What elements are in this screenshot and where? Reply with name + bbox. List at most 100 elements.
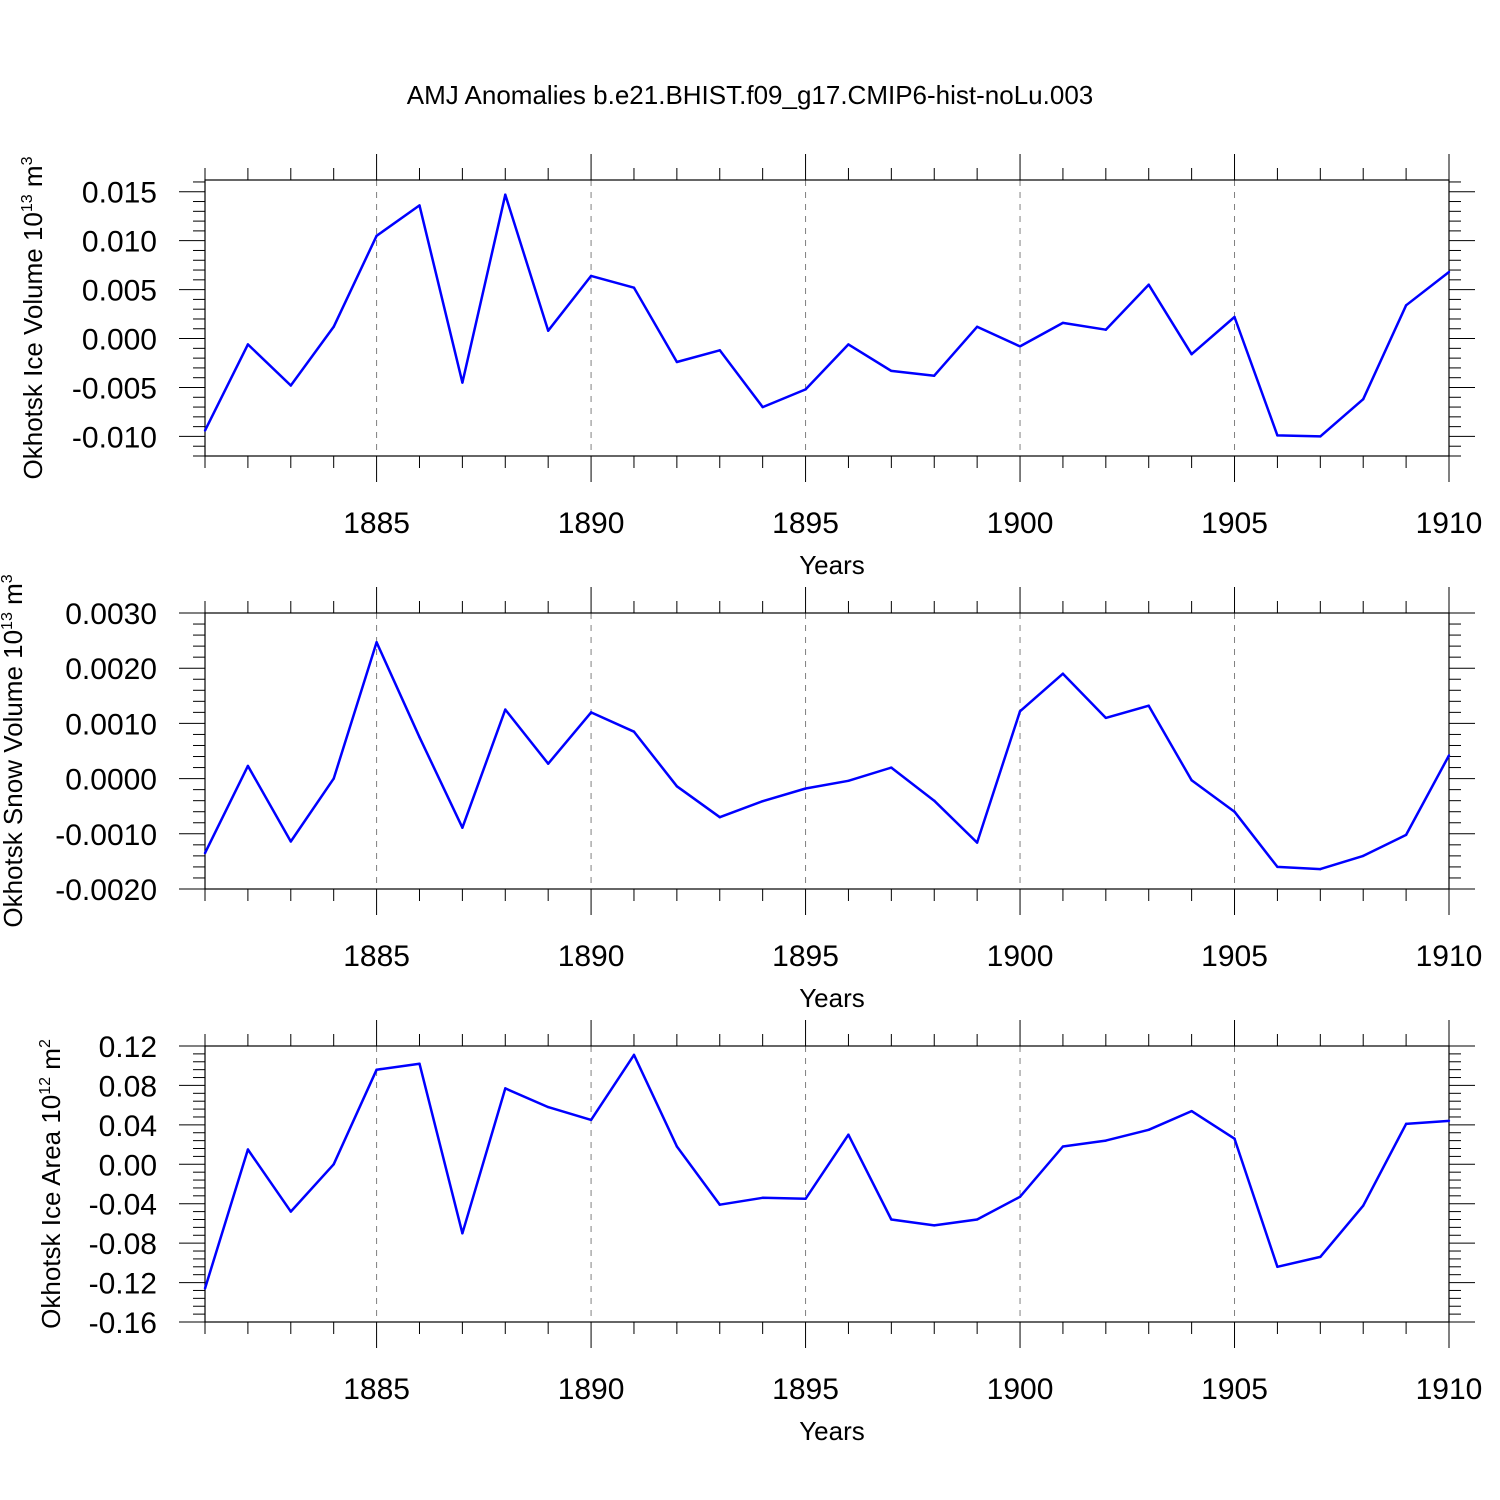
data-point [1018, 710, 1022, 713]
x-tick-label: 1895 [772, 1373, 839, 1406]
data-point [1362, 854, 1365, 858]
y-tick-label: 0.12 [99, 1031, 157, 1064]
data-point [1147, 1128, 1150, 1131]
data-point [246, 764, 250, 768]
data-point [1447, 270, 1451, 274]
plot-frame [204, 612, 1450, 890]
y-tick-label: 0.04 [99, 1110, 157, 1143]
panel-2: 1885 1890 1895 1900 1905 1910 -0.0020 -0.0010 0.… [0, 574, 1482, 1013]
data-point [804, 1197, 807, 1200]
data-point [1190, 779, 1193, 782]
x-tick-label: 1910 [1416, 940, 1483, 973]
data-point [332, 1163, 335, 1166]
y-tick-label: 0.015 [82, 177, 157, 210]
data-point [246, 343, 250, 346]
data-point [804, 787, 807, 790]
y-axis-label-exponent: 13 [0, 612, 16, 630]
data-point [1404, 1122, 1408, 1126]
y-axis-label-exponent: 13 [19, 194, 36, 212]
x-tick-label: 1905 [1201, 507, 1268, 540]
plot-frame [204, 1045, 1450, 1323]
data-point [1190, 1109, 1193, 1113]
data-point [546, 762, 550, 765]
data-point [461, 826, 464, 829]
data-point [1018, 345, 1022, 348]
y-axis-label: Okhotsk Ice Area 1012 m2 [36, 1039, 66, 1329]
y-axis-label-unit-exponent: 2 [37, 1039, 54, 1048]
data-point [589, 274, 593, 278]
data-point [418, 736, 421, 739]
y-axis-label: Okhotsk Ice Volume 1013 m3 [18, 156, 48, 479]
x-tick-label: 1895 [772, 940, 839, 973]
data-point [1104, 1139, 1108, 1142]
data-point [1147, 283, 1150, 286]
data-point [1190, 353, 1193, 356]
data-point [504, 708, 507, 711]
y-tick-label: -0.0010 [55, 819, 157, 852]
y-tick-label: -0.010 [72, 421, 157, 454]
x-tick-label: 1900 [987, 507, 1054, 540]
y-axis-label-unit: m [0, 583, 28, 612]
y-tick-label: -0.16 [89, 1307, 157, 1340]
data-point [675, 785, 679, 788]
data-point [289, 1210, 292, 1213]
y-axis-label-text: Okhotsk Snow Volume 10 [0, 630, 28, 928]
data-point [675, 1145, 679, 1148]
y-tick-label: 0.0020 [65, 653, 157, 686]
y-axis-label-text: Okhotsk Ice Volume 10 [18, 212, 48, 479]
data-point [890, 766, 893, 769]
data-point [375, 234, 378, 237]
y-tick-label: 0.0030 [65, 598, 157, 631]
y-tick-label: -0.08 [89, 1228, 157, 1261]
data-point [504, 1087, 507, 1090]
x-axis-label: Years [799, 983, 865, 1013]
y-tick-label: -0.0020 [55, 874, 157, 907]
y-tick-label: 0.010 [82, 226, 157, 259]
data-point [504, 193, 507, 196]
data-point [1061, 321, 1065, 325]
data-point [418, 204, 421, 207]
data-point [761, 405, 764, 409]
data-point [1362, 398, 1365, 401]
y-tick-label: 0.08 [99, 1070, 157, 1103]
data-point [289, 384, 292, 387]
data-point [718, 349, 721, 352]
x-tick-label: 1905 [1201, 1373, 1268, 1406]
data-point [1319, 867, 1322, 871]
data-point [1104, 716, 1108, 720]
data-point [847, 343, 850, 346]
data-point [1276, 434, 1279, 437]
data-point [804, 388, 807, 391]
figure-title: AMJ Anomalies b.e21.BHIST.f09_g17.CMIP6-… [407, 80, 1094, 110]
data-point [1233, 315, 1236, 319]
x-tick-label: 1905 [1201, 940, 1268, 973]
y-tick-label: 0.000 [82, 324, 157, 357]
data-point [1447, 1119, 1451, 1123]
data-point [1276, 1265, 1279, 1269]
data-point [289, 840, 292, 843]
data-point [546, 329, 550, 332]
data-point [1319, 435, 1322, 438]
series-line [203, 1053, 1450, 1289]
x-tick-label: 1890 [558, 507, 625, 540]
data-point [675, 360, 679, 364]
data-point [1061, 672, 1065, 675]
x-tick-label: 1910 [1416, 1373, 1483, 1406]
data-point [890, 1218, 893, 1221]
x-tick-label: 1900 [987, 1373, 1054, 1406]
y-axis-label-unit: m [36, 1048, 66, 1077]
data-point [461, 1232, 464, 1235]
data-point [203, 1287, 207, 1290]
x-tick-label: 1890 [558, 940, 625, 973]
data-point [975, 325, 979, 329]
y-axis-label-text: Okhotsk Ice Area 10 [36, 1095, 66, 1329]
x-tick-label: 1895 [772, 507, 839, 540]
y-axis-label-exponent: 12 [37, 1077, 54, 1095]
data-point [1447, 754, 1451, 757]
data-point [933, 1224, 936, 1227]
data-point [847, 1133, 850, 1136]
data-point [418, 1062, 421, 1065]
data-point [632, 730, 636, 733]
y-axis-label-unit-exponent: 3 [19, 156, 36, 165]
